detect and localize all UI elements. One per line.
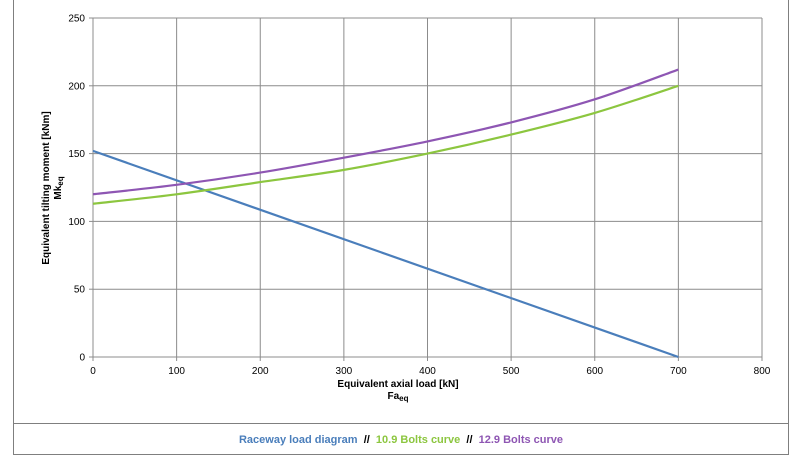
x-tick-label: 600 xyxy=(586,366,603,377)
legend-separator: // xyxy=(357,433,376,446)
x-tick-label: 800 xyxy=(754,366,771,377)
legend-item-12-9-bolts: 12.9 Bolts curve xyxy=(478,433,564,446)
x-tick-label: 700 xyxy=(670,366,687,377)
x-tick-label: 200 xyxy=(252,366,269,377)
y-tick-label: 100 xyxy=(68,217,85,228)
chart-frame xyxy=(13,0,789,455)
y-tick-label: 200 xyxy=(68,81,85,92)
y-tick-label: 50 xyxy=(74,285,86,296)
grid xyxy=(93,17,763,357)
y-tick-label: 0 xyxy=(79,353,85,364)
legend-item-raceway: Raceway load diagram xyxy=(238,433,358,446)
series-line-2 xyxy=(92,68,679,196)
axis-labels: Equivalent axial load [kN] Faeq Equivale… xyxy=(41,111,459,403)
axes: 0 100 200 300 400 500 600 700 800 0 50 100 150 200 250 xyxy=(68,14,770,378)
y-axis-sub-label: Mkeq xyxy=(53,176,65,199)
legend: Raceway load diagram // 10.9 Bolts curve… xyxy=(13,424,789,455)
x-tick-label: 500 xyxy=(503,366,520,377)
x-tick-label: 400 xyxy=(419,366,436,377)
x-tick-label: 0 xyxy=(90,366,96,377)
legend-divider xyxy=(13,423,789,424)
legend-separator: // xyxy=(460,433,479,446)
x-axis-sub-label: Faeq xyxy=(387,391,408,403)
series-lines xyxy=(92,68,679,359)
y-tick-label: 150 xyxy=(68,149,85,160)
y-tick-label: 250 xyxy=(68,14,85,25)
y-axis-label: Equivalent tilting moment [kNm] xyxy=(41,111,52,264)
series-line-0 xyxy=(92,149,679,359)
x-tick-label: 300 xyxy=(336,366,353,377)
legend-item-10-9-bolts: 10.9 Bolts curve xyxy=(375,433,461,446)
series-line-1 xyxy=(92,84,679,205)
x-axis-label: Equivalent axial load [kN] xyxy=(337,379,458,390)
line-chart: 0 100 200 300 400 500 600 700 800 0 50 100 150 200 250… xyxy=(41,14,771,404)
x-tick-label: 100 xyxy=(168,366,185,377)
